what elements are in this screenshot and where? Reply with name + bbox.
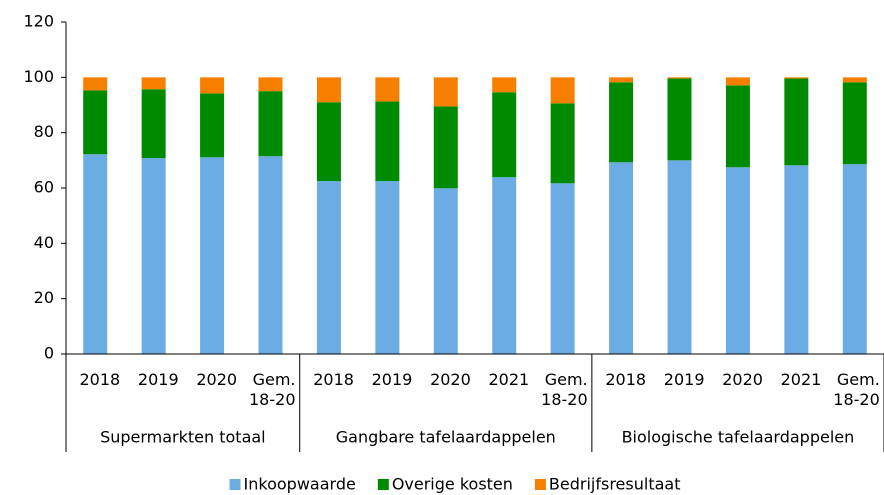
bar-segment	[492, 92, 517, 178]
bar-segment	[725, 77, 750, 86]
x-tick-label: Gem. 18-20	[541, 370, 588, 409]
legend-swatch	[229, 479, 241, 490]
x-tick-label: 2021	[488, 370, 530, 389]
x-tick-label: Gem. 18-20	[833, 370, 880, 409]
bar-segment	[784, 77, 809, 79]
x-tick-label: 2019	[663, 370, 705, 389]
x-tick-label: 2020	[196, 370, 238, 389]
group-label: Biologische tafelaardappelen	[622, 428, 855, 447]
y-tick-label: 100	[23, 67, 54, 86]
bar-segment	[784, 78, 809, 166]
bar-segment	[141, 89, 166, 159]
bar-segment	[550, 183, 575, 354]
bar-segment	[258, 91, 283, 157]
bar-segment	[141, 77, 166, 90]
y-tick-label: 40	[34, 233, 54, 252]
bar-segment	[200, 157, 225, 354]
y-tick-label: 20	[34, 288, 54, 307]
bar-segment	[492, 177, 517, 354]
legend-swatch	[377, 479, 389, 490]
bar-segment	[375, 181, 400, 354]
y-tick-label: 80	[34, 122, 54, 141]
x-tick-label: 2019	[137, 370, 179, 389]
bar-segment	[725, 167, 750, 354]
bar-segment	[375, 77, 400, 102]
x-tick-label: 2018	[313, 370, 354, 389]
bar-segment	[258, 77, 283, 92]
bar-segment	[842, 82, 867, 165]
group-label: Supermarkten totaal	[100, 428, 266, 447]
bar-segment	[433, 106, 458, 189]
legend-label: Overige kosten	[392, 475, 513, 494]
bar-segment	[492, 77, 517, 93]
bar-segment	[83, 154, 108, 354]
bar-segment	[141, 158, 166, 354]
legend-item: Overige kosten	[377, 475, 513, 494]
legend-swatch	[534, 479, 546, 490]
bar-segment	[83, 90, 108, 155]
bar-segment	[550, 103, 575, 184]
bar-segment	[83, 77, 108, 91]
bar-segment	[550, 77, 575, 104]
x-tick-label: 2019	[371, 370, 413, 389]
x-tick-label: 2020	[430, 370, 471, 389]
x-tick-label: Gem. 18-20	[249, 370, 296, 409]
bar-segment	[258, 156, 283, 354]
bar-segment	[433, 77, 458, 107]
x-tick-label: 2018	[605, 370, 647, 389]
group-label: Gangbare tafelaardappelen	[336, 428, 556, 447]
bar-segment	[316, 102, 341, 182]
bar-segment	[316, 181, 341, 354]
bar-segment	[433, 188, 458, 354]
bar-segment	[375, 101, 400, 182]
bar-segment	[200, 93, 225, 158]
bar-segment	[667, 78, 692, 161]
y-tick-label: 60	[34, 178, 54, 197]
bar-segment	[200, 77, 225, 94]
bar-segment	[609, 77, 634, 83]
bar-segment	[667, 77, 692, 79]
legend-label: Inkoopwaarde	[244, 475, 356, 494]
bar-segment	[609, 162, 634, 354]
x-tick-label: 2021	[780, 370, 822, 389]
bar-segment	[667, 160, 692, 354]
bar-segment	[609, 82, 634, 163]
bar-segment	[316, 77, 341, 103]
bar-segment	[842, 164, 867, 354]
legend-item: Bedrijfsresultaat	[534, 475, 681, 494]
x-tick-label: 2018	[79, 370, 121, 389]
y-tick-label: 0	[44, 344, 54, 363]
bar-segment	[725, 85, 750, 168]
legend-item: Inkoopwaarde	[229, 475, 356, 494]
bar-segment	[784, 165, 809, 354]
legend-label: Bedrijfsresultaat	[549, 475, 681, 494]
bar-segment	[842, 77, 867, 83]
y-tick-label: 120	[23, 12, 54, 31]
x-tick-label: 2020	[722, 370, 763, 389]
